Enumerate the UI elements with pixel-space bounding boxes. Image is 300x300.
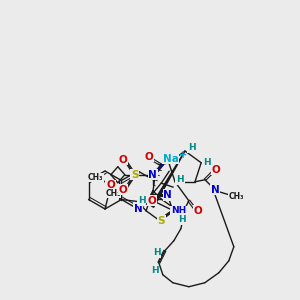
Text: CH₃: CH₃ [228, 192, 244, 201]
Text: H: H [176, 175, 184, 184]
Text: H: H [153, 248, 160, 257]
Text: O: O [106, 181, 115, 190]
Text: CH₃: CH₃ [88, 173, 103, 182]
Text: H: H [138, 196, 146, 205]
Text: Na: Na [163, 154, 179, 164]
Text: O: O [118, 185, 127, 195]
Text: S: S [131, 170, 139, 180]
Polygon shape [151, 151, 185, 207]
Text: O: O [145, 152, 153, 162]
Text: O: O [118, 155, 127, 165]
Text: N: N [211, 185, 219, 195]
Text: S: S [158, 215, 165, 226]
Text: +: + [179, 150, 187, 160]
Text: N: N [148, 170, 157, 180]
Polygon shape [158, 164, 163, 172]
Text: O: O [194, 206, 202, 216]
Text: N: N [134, 204, 142, 214]
Text: N: N [163, 190, 172, 200]
Text: H: H [203, 158, 211, 167]
Text: H: H [178, 215, 186, 224]
Text: NH: NH [171, 206, 187, 215]
Text: CH₃: CH₃ [105, 188, 121, 197]
Text: O: O [212, 165, 220, 175]
Text: H: H [188, 143, 196, 152]
Text: H: H [151, 266, 159, 275]
Text: O: O [148, 196, 157, 206]
